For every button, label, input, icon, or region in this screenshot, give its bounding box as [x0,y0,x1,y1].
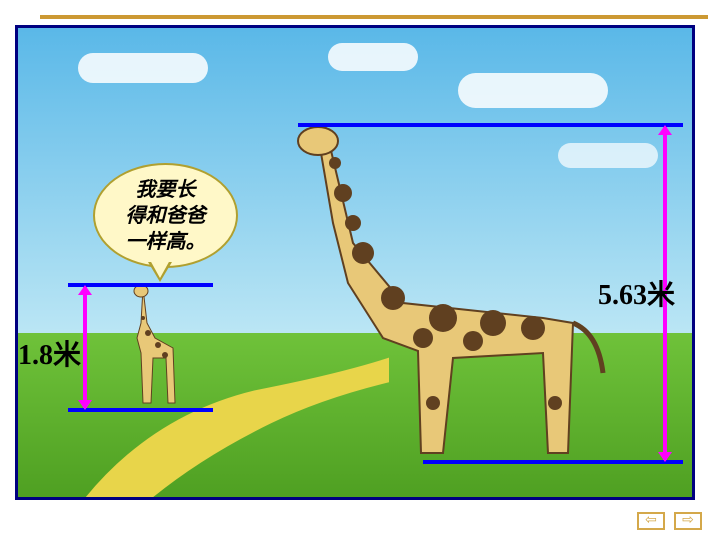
cloud-3 [458,73,608,108]
cloud-2 [328,43,418,71]
next-slide-button[interactable]: ⇨ [674,512,702,530]
arrow-left-icon: ⇦ [645,514,657,528]
large-measure-bottom-line [423,460,683,464]
large-measure-top-line [298,123,683,127]
bubble-line-3: 一样高。 [126,229,206,255]
bubble-line-2: 得和爸爸 [126,203,206,229]
bubble-line-1: 我要长 [126,177,206,203]
speech-bubble: 我要长 得和爸爸 一样高。 [93,163,238,268]
large-giraffe-height-label: 5.63米 [598,273,675,313]
arrow-right-icon: ⇨ [682,514,694,528]
small-giraffe-height-label: 1.8米 [18,333,81,373]
cloud-1 [78,53,208,83]
slide-frame: 我要长 得和爸爸 一样高。 1.8米 5.63米 [15,25,695,500]
top-accent-line [40,15,708,19]
bubble-tail [150,260,170,278]
small-measure-arrow [83,287,87,408]
prev-slide-button[interactable]: ⇦ [637,512,665,530]
speech-bubble-text: 我要长 得和爸爸 一样高。 [126,177,206,255]
small-giraffe [123,283,188,411]
large-giraffe [293,123,623,463]
